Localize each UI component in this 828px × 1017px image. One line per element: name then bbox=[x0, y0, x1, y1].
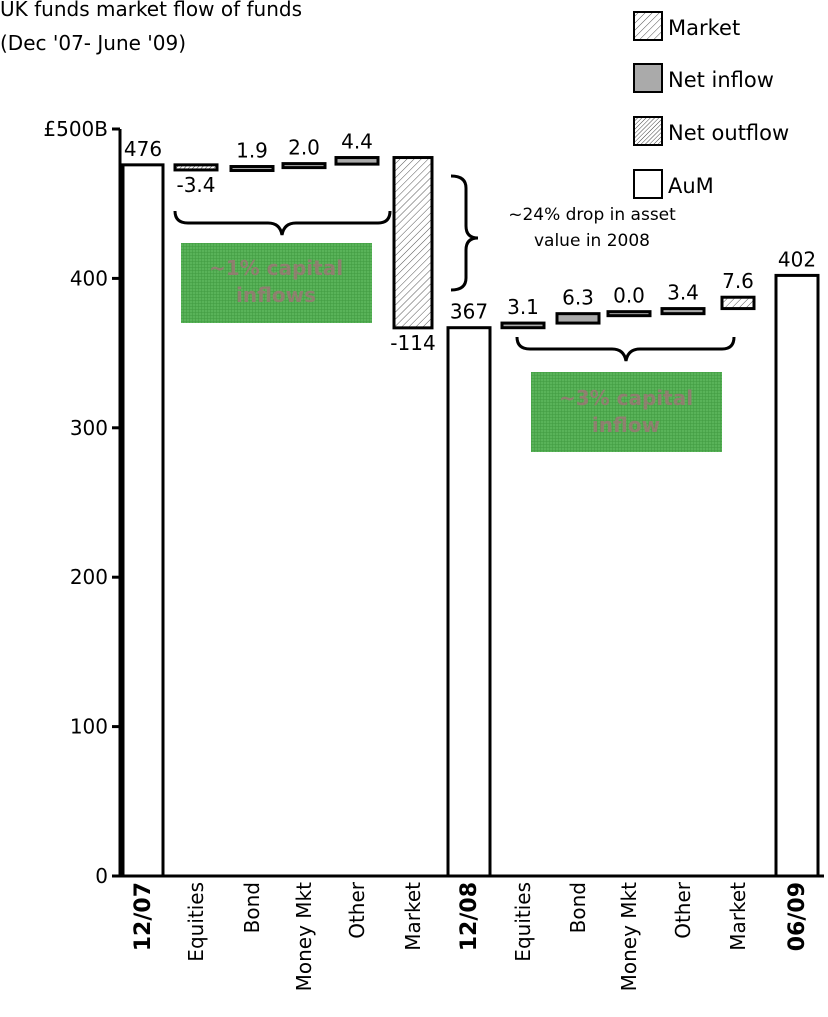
bar-inflow bbox=[606, 310, 652, 318]
chart-title-line-2: (Dec '07- June '09) bbox=[0, 31, 186, 55]
bar-inflow bbox=[660, 307, 706, 316]
value-label: 1.9 bbox=[236, 139, 268, 163]
legend-swatch-outflow bbox=[633, 116, 663, 146]
value-label: -3.4 bbox=[176, 173, 215, 197]
drop-note-line-1: ~24% drop in asset bbox=[508, 205, 676, 225]
category-label: Other bbox=[345, 881, 369, 939]
bar-market bbox=[720, 295, 756, 311]
category-label: Market bbox=[726, 882, 750, 951]
legend-label-inflow: Net inflow bbox=[668, 68, 774, 92]
legend-swatch-market bbox=[633, 11, 663, 41]
bar-market bbox=[392, 156, 434, 330]
category-label: Money Mkt bbox=[617, 882, 641, 992]
brace-2008-drop bbox=[450, 174, 479, 292]
capital-inflow-2009-line-1: ~3% capital bbox=[559, 386, 693, 410]
bar-outflow bbox=[173, 163, 219, 172]
bars bbox=[121, 156, 820, 878]
category-label: 12/07 bbox=[131, 882, 156, 951]
value-label: 2.0 bbox=[288, 136, 320, 160]
value-label: 0.0 bbox=[613, 284, 645, 308]
category-label: Other bbox=[671, 881, 695, 939]
legend-label-aum: AuM bbox=[668, 174, 714, 198]
capital-inflows-2008-line-1: ~1% capital bbox=[209, 256, 343, 280]
bar-aum bbox=[774, 273, 820, 878]
category-label: Equities bbox=[511, 882, 535, 962]
y-tick-label: £500B bbox=[43, 117, 108, 141]
value-labels: 476 -3.4 1.9 2.0 4.4 -114 367 3.1 6.3 0.0 3.4 7.6 40… bbox=[124, 130, 816, 355]
bar-aum bbox=[121, 163, 165, 878]
y-tick-label: 0 bbox=[95, 864, 108, 888]
legend-label-outflow: Net outflow bbox=[668, 121, 789, 145]
capital-inflow-2009-box bbox=[531, 372, 722, 452]
brace-2009-flows bbox=[515, 336, 736, 362]
category-label: Money Mkt bbox=[292, 882, 316, 992]
category-labels: 12/07 Equities Bond Money Mkt Other Market 12/… bbox=[131, 881, 810, 991]
bar-inflow bbox=[500, 321, 546, 330]
y-tick-label: 200 bbox=[70, 565, 108, 589]
value-label: -114 bbox=[390, 331, 435, 355]
category-label: Bond bbox=[566, 882, 590, 933]
brace-2008-flows bbox=[173, 210, 392, 236]
value-label: 3.4 bbox=[667, 281, 699, 305]
legend: Market Net inflow Net outflow AuM bbox=[633, 11, 789, 199]
value-label: 3.1 bbox=[507, 295, 539, 319]
capital-inflows-2008-box bbox=[181, 243, 372, 323]
legend-swatch-aum bbox=[633, 169, 663, 199]
drop-note-line-2: value in 2008 bbox=[534, 231, 650, 251]
value-label: 7.6 bbox=[722, 269, 754, 293]
value-label: 6.3 bbox=[562, 286, 594, 310]
bar-aum bbox=[446, 326, 492, 878]
y-tick-label: 400 bbox=[70, 266, 108, 290]
legend-swatch-inflow bbox=[633, 63, 663, 93]
bar-inflow bbox=[229, 165, 275, 173]
value-label: 4.4 bbox=[341, 130, 373, 154]
legend-label-market: Market bbox=[668, 16, 740, 40]
bar-inflow bbox=[334, 156, 380, 166]
bar-inflow bbox=[555, 312, 601, 325]
category-label: Bond bbox=[240, 882, 264, 933]
capital-inflows-2008-line-2: inflows bbox=[236, 283, 316, 307]
y-tick-label: 100 bbox=[70, 715, 108, 739]
value-label: 402 bbox=[778, 247, 816, 271]
y-tick-label: 300 bbox=[70, 416, 108, 440]
category-label: Equities bbox=[184, 882, 208, 962]
value-label: 367 bbox=[450, 300, 488, 324]
capital-inflow-2009-line-2: inflow bbox=[592, 413, 660, 437]
category-label: Market bbox=[401, 882, 425, 951]
chart-title-line-1: UK funds market flow of funds bbox=[0, 0, 302, 21]
bar-inflow bbox=[281, 162, 327, 170]
category-label: 06/09 bbox=[785, 882, 810, 951]
category-label: 12/08 bbox=[457, 882, 482, 951]
value-label: 476 bbox=[124, 137, 162, 161]
